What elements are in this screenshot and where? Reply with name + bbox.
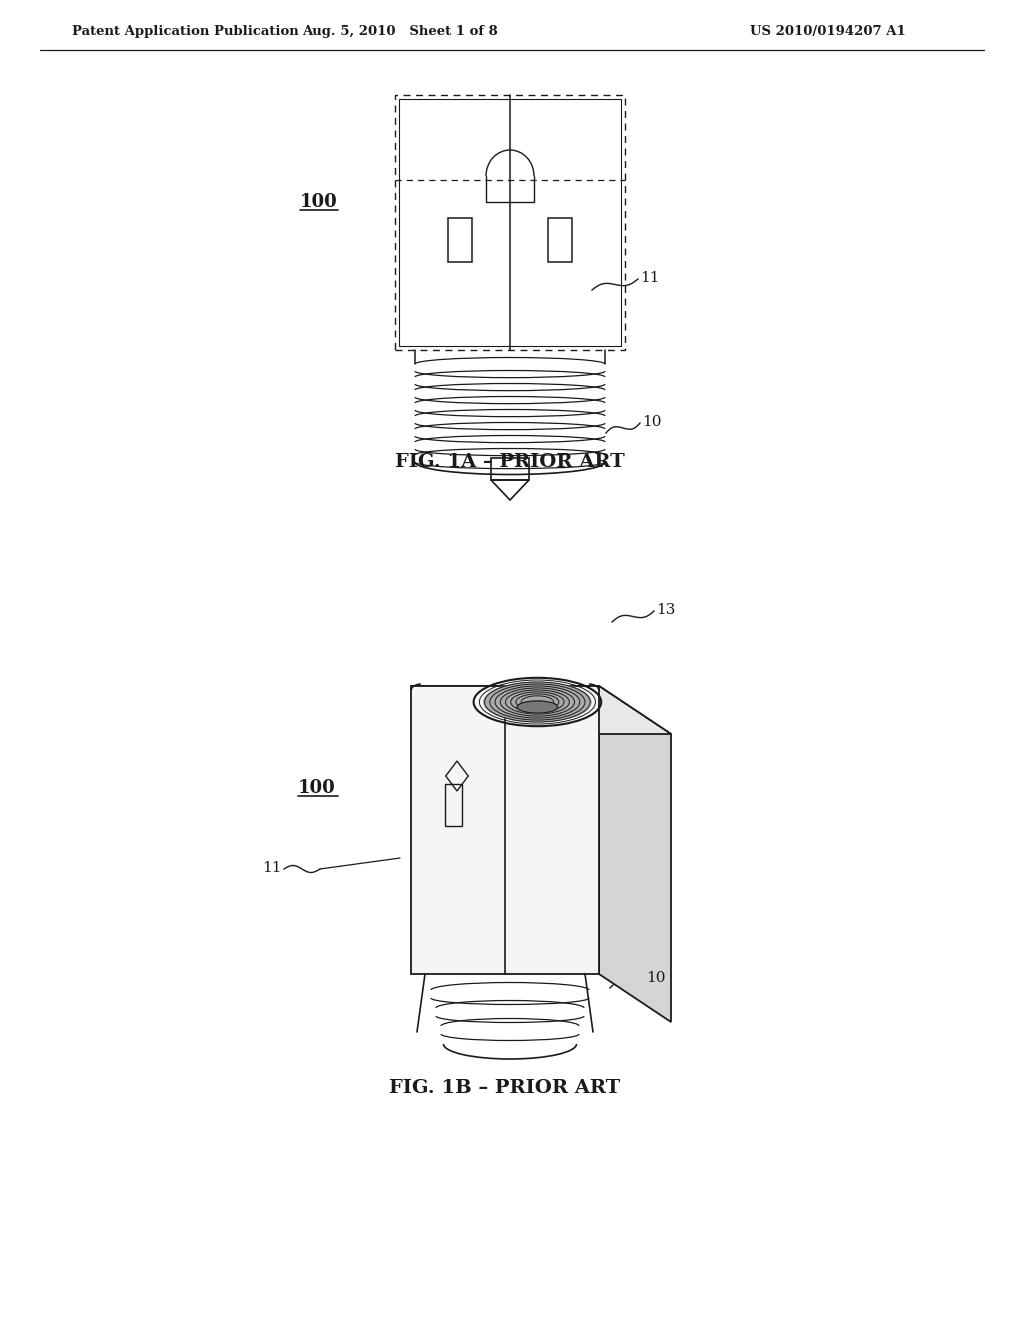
Text: FIG. 1B – PRIOR ART: FIG. 1B – PRIOR ART	[389, 1078, 621, 1097]
Polygon shape	[411, 686, 599, 974]
Text: 100: 100	[300, 193, 338, 211]
Text: 11: 11	[640, 271, 659, 285]
Text: 11: 11	[262, 861, 282, 875]
Bar	[399, 99, 621, 346]
Polygon shape	[411, 686, 671, 734]
Ellipse shape	[483, 682, 591, 722]
Ellipse shape	[517, 701, 558, 713]
Polygon shape	[599, 686, 671, 1022]
Text: FIG. 1A – PRIOR ART: FIG. 1A – PRIOR ART	[395, 453, 625, 471]
Text: Aug. 5, 2010   Sheet 1 of 8: Aug. 5, 2010 Sheet 1 of 8	[302, 25, 498, 38]
Text: US 2010/0194207 A1: US 2010/0194207 A1	[750, 25, 906, 38]
Bar	[548, 218, 572, 261]
Text: 10: 10	[642, 414, 662, 429]
Text: 10: 10	[646, 972, 666, 985]
Text: 100: 100	[298, 779, 336, 797]
Bar	[445, 784, 462, 826]
Text: 13: 13	[656, 603, 676, 616]
Bar	[449, 218, 472, 261]
Bar	[490, 458, 529, 480]
Text: Patent Application Publication: Patent Application Publication	[72, 25, 299, 38]
Bar	[395, 95, 625, 350]
